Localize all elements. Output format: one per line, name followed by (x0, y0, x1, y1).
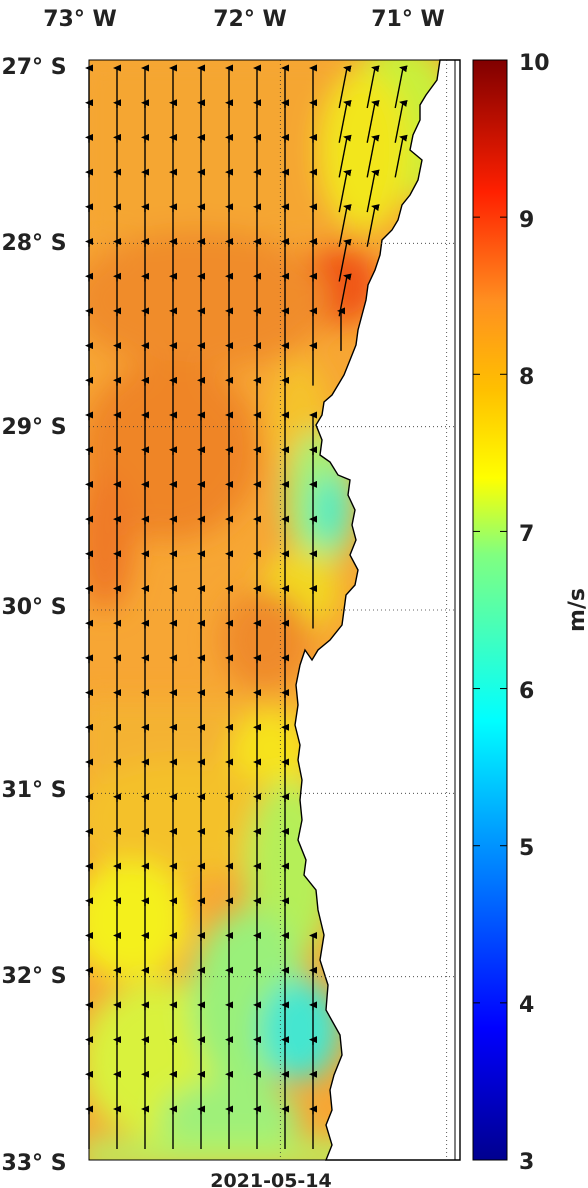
lat-label-33s: 33° S (1, 1151, 66, 1176)
wind-arrow (338, 134, 352, 178)
colorbar-gradient (472, 59, 508, 1161)
wind-arrow (394, 65, 408, 109)
wind-arrow (366, 65, 380, 109)
wind-arrow (366, 100, 380, 143)
colorbar-tick-3: 3 (519, 1150, 534, 1175)
lon-label-73w: 73° W (43, 7, 117, 32)
colorbar-tick-8: 8 (519, 365, 534, 390)
lon-label-71w: 71° W (371, 7, 445, 32)
colorbar-tick-6: 6 (519, 679, 534, 704)
colorbar-tick-5: 5 (519, 836, 534, 861)
colorbar-tick-7: 7 (519, 522, 534, 547)
wind-arrow (394, 134, 408, 178)
map-frame (88, 59, 456, 1161)
wind-arrow (394, 100, 408, 143)
graticule (89, 60, 455, 1160)
wind-arrow (366, 204, 380, 247)
lon-labels: 73° W 72° W 71° W (43, 7, 445, 32)
lat-label-30s: 30° S (1, 595, 66, 620)
lat-label-32s: 32° S (1, 964, 66, 989)
lat-label-27s: 27° S (1, 55, 66, 80)
colorbar-unit-label: m/s (565, 588, 588, 632)
colorbar-tick-4: 4 (519, 993, 534, 1018)
wind-arrow (366, 134, 380, 178)
wind-arrow (338, 169, 352, 213)
colorbar-tick-10: 10 (519, 51, 550, 76)
wind-arrow (338, 65, 352, 109)
lat-label-31s: 31° S (1, 778, 66, 803)
colorbar-tick-9: 9 (519, 208, 534, 233)
date-label: 2021-05-14 (210, 1170, 332, 1188)
colorbar: 10 9 8 7 6 5 4 3 m/s (472, 51, 588, 1175)
wind-arrow (338, 238, 352, 282)
wind-arrow (338, 100, 352, 143)
lat-label-29s: 29° S (1, 415, 66, 440)
lon-label-72w: 72° W (213, 7, 287, 32)
wind-arrow (338, 204, 352, 247)
colorbar-ticks (473, 59, 507, 1161)
wind-arrow (366, 169, 380, 213)
lat-labels: 27° S 28° S 29° S 30° S 31° S 32° S 33° … (1, 55, 66, 1176)
lat-label-28s: 28° S (1, 231, 66, 256)
